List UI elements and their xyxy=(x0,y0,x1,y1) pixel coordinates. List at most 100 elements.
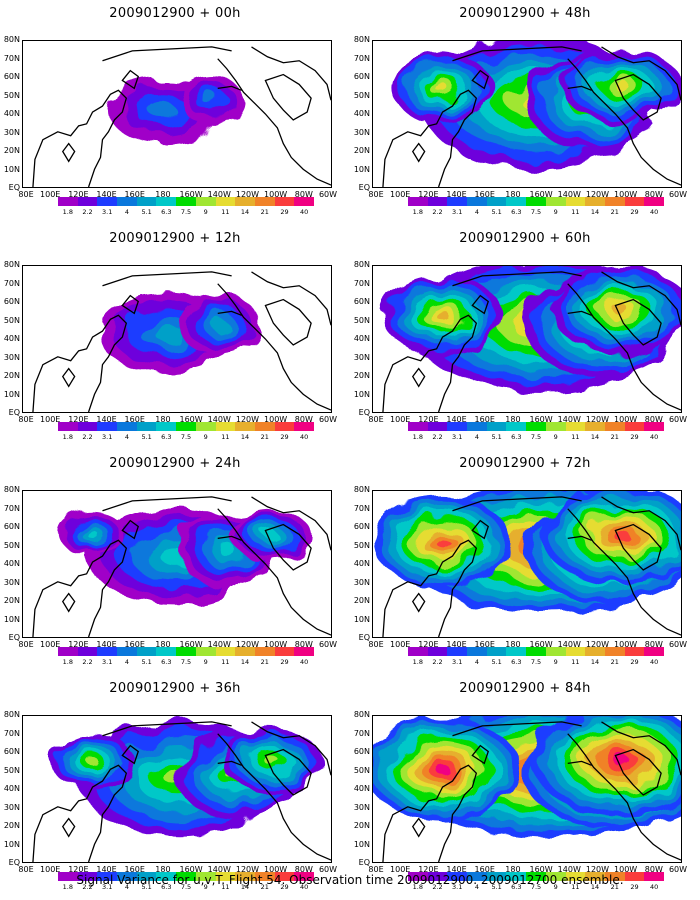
lat-tick-label: 70N xyxy=(353,503,370,513)
coastline xyxy=(121,69,140,90)
lat-tick-label: 80N xyxy=(353,35,370,44)
lon-tick-label: 180 xyxy=(505,865,521,874)
colorbar-swatch xyxy=(58,647,78,656)
colorbar-label: 21 xyxy=(260,658,269,666)
lon-tick-label: 160E xyxy=(474,640,495,649)
lon-tick-label: 160W xyxy=(179,190,203,199)
colorbar-swatch xyxy=(486,422,507,431)
coastline xyxy=(61,592,76,613)
coastline xyxy=(411,592,426,613)
colorbar-label: 6.3 xyxy=(511,883,522,891)
map-panel: 2009012900 + 12h 80N 70N 60N 50N 40N 30N 20N 10N… xyxy=(0,225,350,450)
colorbar-label: 4 xyxy=(474,433,479,441)
coastline xyxy=(251,496,331,551)
colorbar-label: 29 xyxy=(280,433,289,441)
lon-tick-label: 140W xyxy=(207,865,231,874)
coastline xyxy=(264,298,312,346)
lat-tick-label: 40N xyxy=(353,109,370,118)
coastline xyxy=(382,89,478,187)
colorbar-swatch xyxy=(467,422,487,431)
colorbar-label: 5.1 xyxy=(141,883,152,891)
lat-tick-label: 60N xyxy=(3,522,20,531)
lon-tick-label: 180 xyxy=(505,190,521,199)
colorbar-swatch xyxy=(215,422,236,431)
coastline xyxy=(264,523,312,571)
colorbar-swatch xyxy=(176,197,196,206)
lat-tick-label: 50N xyxy=(353,765,370,775)
coastline xyxy=(61,367,76,388)
colorbar-label: 1.8 xyxy=(62,433,74,441)
colorbar-label: 40 xyxy=(300,883,309,891)
colorbar-label: 14 xyxy=(240,208,250,216)
lon-tick-label: 120E xyxy=(68,190,89,199)
colorbar-swatch xyxy=(254,422,275,431)
colorbar-swatch xyxy=(545,422,566,431)
colorbar-label: 1.8 xyxy=(412,658,424,666)
lon-tick-label: 100E xyxy=(390,865,411,874)
colorbar-label: 9 xyxy=(203,883,208,891)
colorbar-swatch xyxy=(176,422,196,431)
lat-tick-label: 50N xyxy=(353,315,370,325)
colorbar-label: 11 xyxy=(571,658,580,666)
coastline xyxy=(567,85,592,91)
colorbar-swatch xyxy=(526,197,546,206)
variance-map xyxy=(22,490,332,638)
colorbar-label: 5.1 xyxy=(141,208,152,216)
colorbar-label: 11 xyxy=(571,208,580,216)
colorbar-label: 3.1 xyxy=(102,883,113,891)
lat-tick-label: 80N xyxy=(3,710,20,719)
lon-tick-label: 100W xyxy=(264,865,288,874)
lat-tick-label: 80N xyxy=(353,485,370,494)
colorbar-label: 21 xyxy=(260,433,269,441)
lat-tick-label: 10N xyxy=(353,614,370,624)
lon-tick-label: 140E xyxy=(96,640,117,649)
colorbar-swatch xyxy=(294,197,314,206)
colorbar-label: 29 xyxy=(280,883,289,891)
coastline xyxy=(471,519,490,540)
colorbar-label: 7.5 xyxy=(180,208,192,216)
lon-tick-label: 80E xyxy=(18,640,34,649)
variance-map xyxy=(372,715,682,863)
colorbar-label: 6.3 xyxy=(161,883,172,891)
colorbar-label: 6.3 xyxy=(161,658,172,666)
lon-tick-label: 160E xyxy=(474,415,495,424)
lon-tick-label: 180 xyxy=(505,415,521,424)
lon-tick-label: 100E xyxy=(390,190,411,199)
lat-tick-label: 80N xyxy=(3,260,20,269)
colorbar-swatch xyxy=(565,647,586,656)
map-panel: 2009012900 + 72h 80N 70N 60N 50N 40N 30N 20N 10N… xyxy=(350,450,700,675)
lat-tick-label: 60N xyxy=(353,747,370,756)
colorbar-swatch xyxy=(254,872,275,881)
lon-tick-label: 80W xyxy=(294,415,313,424)
variance-contour xyxy=(435,310,450,320)
colorbar-swatch xyxy=(254,647,275,656)
colorbar-label: 7.5 xyxy=(180,433,192,441)
colorbar-swatch xyxy=(97,422,118,431)
lon-tick-label: 180 xyxy=(155,190,171,199)
colorbar-swatch xyxy=(195,647,216,656)
lon-tick-label: 160W xyxy=(179,415,203,424)
lat-tick-label: 10N xyxy=(353,839,370,849)
colorbar-swatch xyxy=(77,197,98,206)
colorbar-swatch xyxy=(97,872,118,881)
colorbar-swatch xyxy=(176,647,196,656)
lat-tick-label: EQ xyxy=(8,858,20,867)
lat-tick-label: 40N xyxy=(353,784,370,793)
colorbar-label: 14 xyxy=(590,433,600,441)
coastline xyxy=(61,142,76,163)
colorbar-label: 40 xyxy=(650,658,659,666)
colorbar-label: 11 xyxy=(221,658,230,666)
colorbar-swatch xyxy=(254,197,275,206)
colorbar-swatch xyxy=(408,647,428,656)
colorbar-swatch xyxy=(486,197,507,206)
colorbar-label: 14 xyxy=(590,883,600,891)
colorbar-label: 11 xyxy=(571,883,580,891)
coastline xyxy=(32,89,128,187)
lat-tick-label: 40N xyxy=(353,559,370,568)
coastline xyxy=(217,310,242,316)
lon-tick-label: 100W xyxy=(614,415,638,424)
colorbar-label: 9 xyxy=(553,208,558,216)
colorbar-swatch xyxy=(604,197,625,206)
colorbar-swatch xyxy=(136,647,157,656)
colorbar-label: 29 xyxy=(630,883,639,891)
